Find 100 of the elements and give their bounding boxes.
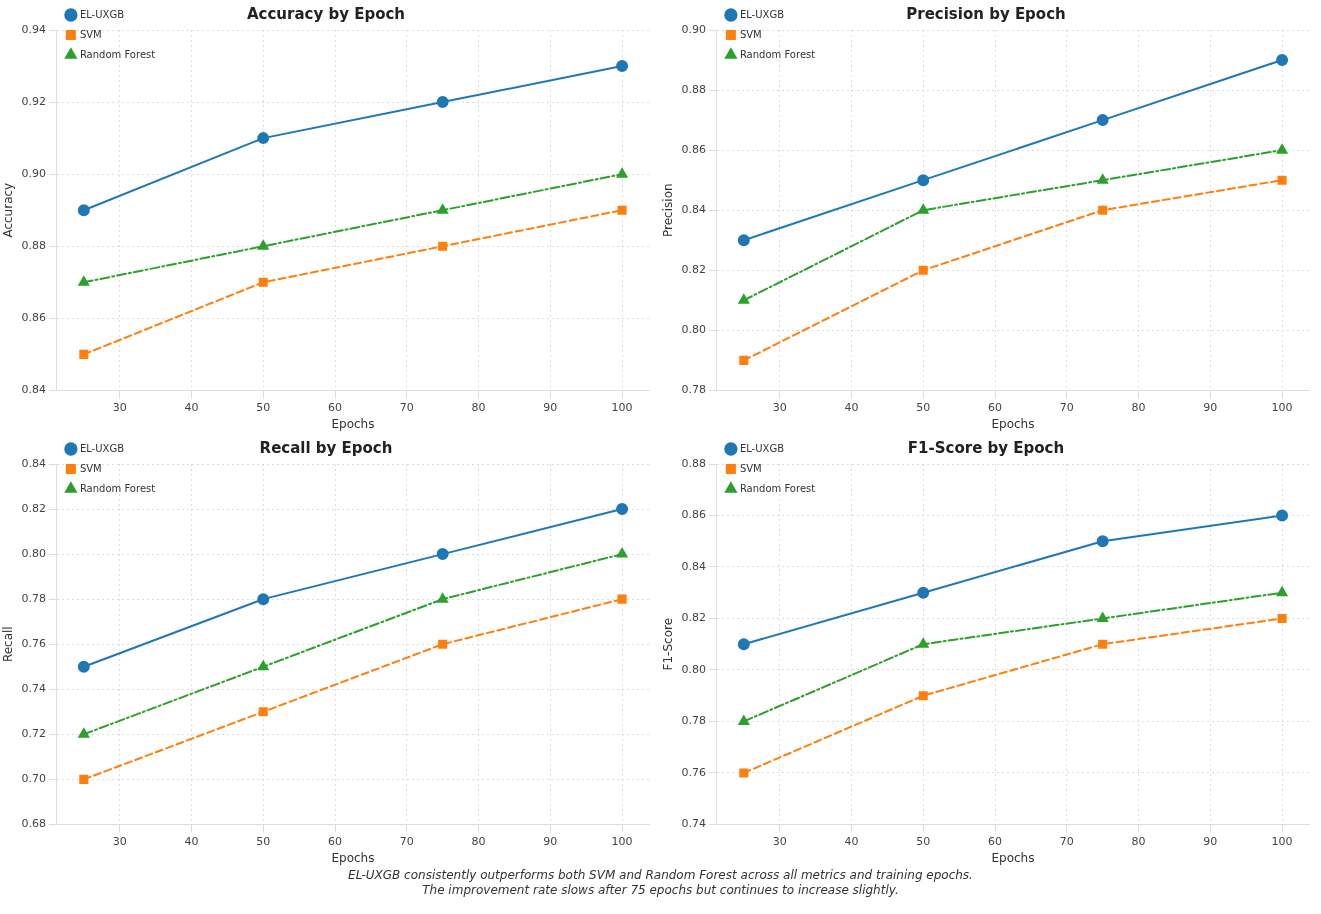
point — [257, 240, 269, 250]
x-tick-label: 80 — [471, 400, 486, 414]
legend-label: SVM — [79, 462, 102, 474]
x-tick-label: 50 — [916, 400, 931, 414]
y-axis-title: Accuracy — [1, 182, 16, 238]
point — [918, 265, 928, 275]
chart-title: Precision by Epoch — [906, 4, 1066, 23]
y-tick-label: 0.84 — [21, 383, 46, 397]
x-tick-label: 90 — [1203, 400, 1218, 414]
y-axis-title: F1-Score — [661, 617, 676, 671]
x-tick-label: 80 — [1131, 834, 1146, 848]
y-tick-label: 0.84 — [681, 559, 706, 573]
x-tick-label: 50 — [256, 834, 271, 848]
x-tick-label: 60 — [988, 400, 1002, 414]
x-tick-label: 100 — [611, 834, 633, 848]
x-tick-label: 90 — [543, 834, 558, 848]
legend-label: EL-UXGB — [79, 442, 125, 454]
x-tick-label: 30 — [772, 834, 787, 848]
y-tick-label: 0.86 — [21, 311, 46, 325]
y-tick-label: 0.80 — [681, 323, 706, 337]
y-tick-label: 0.78 — [21, 592, 46, 606]
point — [1276, 144, 1288, 154]
y-tick-label: 0.94 — [21, 22, 46, 36]
point — [258, 707, 268, 717]
x-tick-label: 50 — [256, 400, 271, 414]
point — [1098, 639, 1108, 649]
point — [78, 728, 90, 738]
point — [79, 349, 89, 359]
text: EL-UXGB consistently outperforms both SVM and Random Forest across all metrics and training epochs. — [347, 868, 974, 883]
chart-title: F1-Score by Epoch — [907, 438, 1065, 457]
point — [1276, 54, 1289, 67]
y-tick-label: 0.68 — [21, 817, 46, 831]
x-tick-label: 100 — [1271, 400, 1293, 414]
point — [438, 241, 448, 251]
point — [1097, 174, 1108, 184]
point — [917, 204, 929, 214]
x-axis-title: Epochs — [991, 416, 1035, 431]
point — [917, 174, 930, 187]
x-tick-label: 80 — [1131, 400, 1146, 414]
point — [917, 586, 930, 599]
y-tick-label: 0.90 — [681, 22, 706, 36]
y-tick-label: 0.84 — [21, 456, 46, 470]
x-tick-label: 90 — [1203, 834, 1218, 848]
point — [737, 234, 750, 247]
x-tick-label: 70 — [1059, 834, 1074, 848]
x-tick-label: 80 — [471, 834, 486, 848]
point — [1098, 205, 1108, 215]
x-tick-label: 60 — [988, 834, 1002, 848]
x-tick-label: 40 — [844, 400, 859, 414]
x-tick-label: 40 — [844, 834, 859, 848]
y-tick-label: 0.92 — [21, 94, 46, 108]
legend-label: SVM — [739, 462, 762, 474]
x-tick-label: 70 — [399, 400, 414, 414]
y-tick-label: 0.76 — [21, 637, 46, 651]
legend-label: SVM — [739, 28, 762, 40]
point — [78, 276, 90, 286]
point — [738, 294, 750, 304]
x-tick-label: 100 — [611, 400, 633, 414]
legend-label: Random Forest — [739, 482, 816, 494]
x-tick-label: 60 — [328, 834, 342, 848]
point — [436, 96, 449, 109]
x-tick-label: 30 — [112, 834, 127, 848]
point — [616, 60, 629, 73]
y-tick-label: 0.86 — [681, 142, 706, 156]
y-tick-label: 0.74 — [21, 682, 46, 696]
point — [917, 638, 929, 648]
x-tick-label: 70 — [1059, 400, 1074, 414]
point — [738, 715, 750, 725]
point — [737, 638, 750, 651]
point — [436, 548, 449, 561]
y-tick-label: 0.78 — [681, 714, 706, 728]
point — [79, 774, 89, 784]
point — [918, 691, 928, 701]
y-tick-label: 0.90 — [21, 167, 46, 181]
y-axis-title: Recall — [1, 626, 16, 663]
point — [739, 355, 749, 365]
point — [1096, 535, 1109, 548]
x-axis-title: Epochs — [331, 850, 375, 865]
y-tick-label: 0.82 — [681, 611, 706, 625]
point — [257, 132, 270, 145]
x-axis-title: Epochs — [331, 416, 375, 431]
point — [617, 594, 627, 604]
x-tick-label: 70 — [399, 834, 414, 848]
text: The improvement rate slows after 75 epochs but continues to increase slightly. — [421, 883, 900, 898]
y-tick-label: 0.88 — [681, 456, 706, 470]
y-tick-label: 0.78 — [681, 383, 706, 397]
y-tick-label: 0.80 — [681, 662, 706, 676]
point — [617, 205, 627, 215]
chart-title: Accuracy by Epoch — [246, 4, 406, 23]
point — [1277, 175, 1287, 185]
point — [616, 168, 628, 178]
x-tick-label: 30 — [112, 400, 127, 414]
point — [616, 548, 628, 558]
point — [739, 768, 749, 778]
point — [257, 660, 269, 671]
y-tick-label: 0.76 — [681, 765, 706, 779]
point — [258, 277, 268, 287]
y-tick-label: 0.82 — [21, 501, 46, 515]
point — [77, 660, 90, 673]
y-tick-label: 0.88 — [681, 82, 706, 96]
